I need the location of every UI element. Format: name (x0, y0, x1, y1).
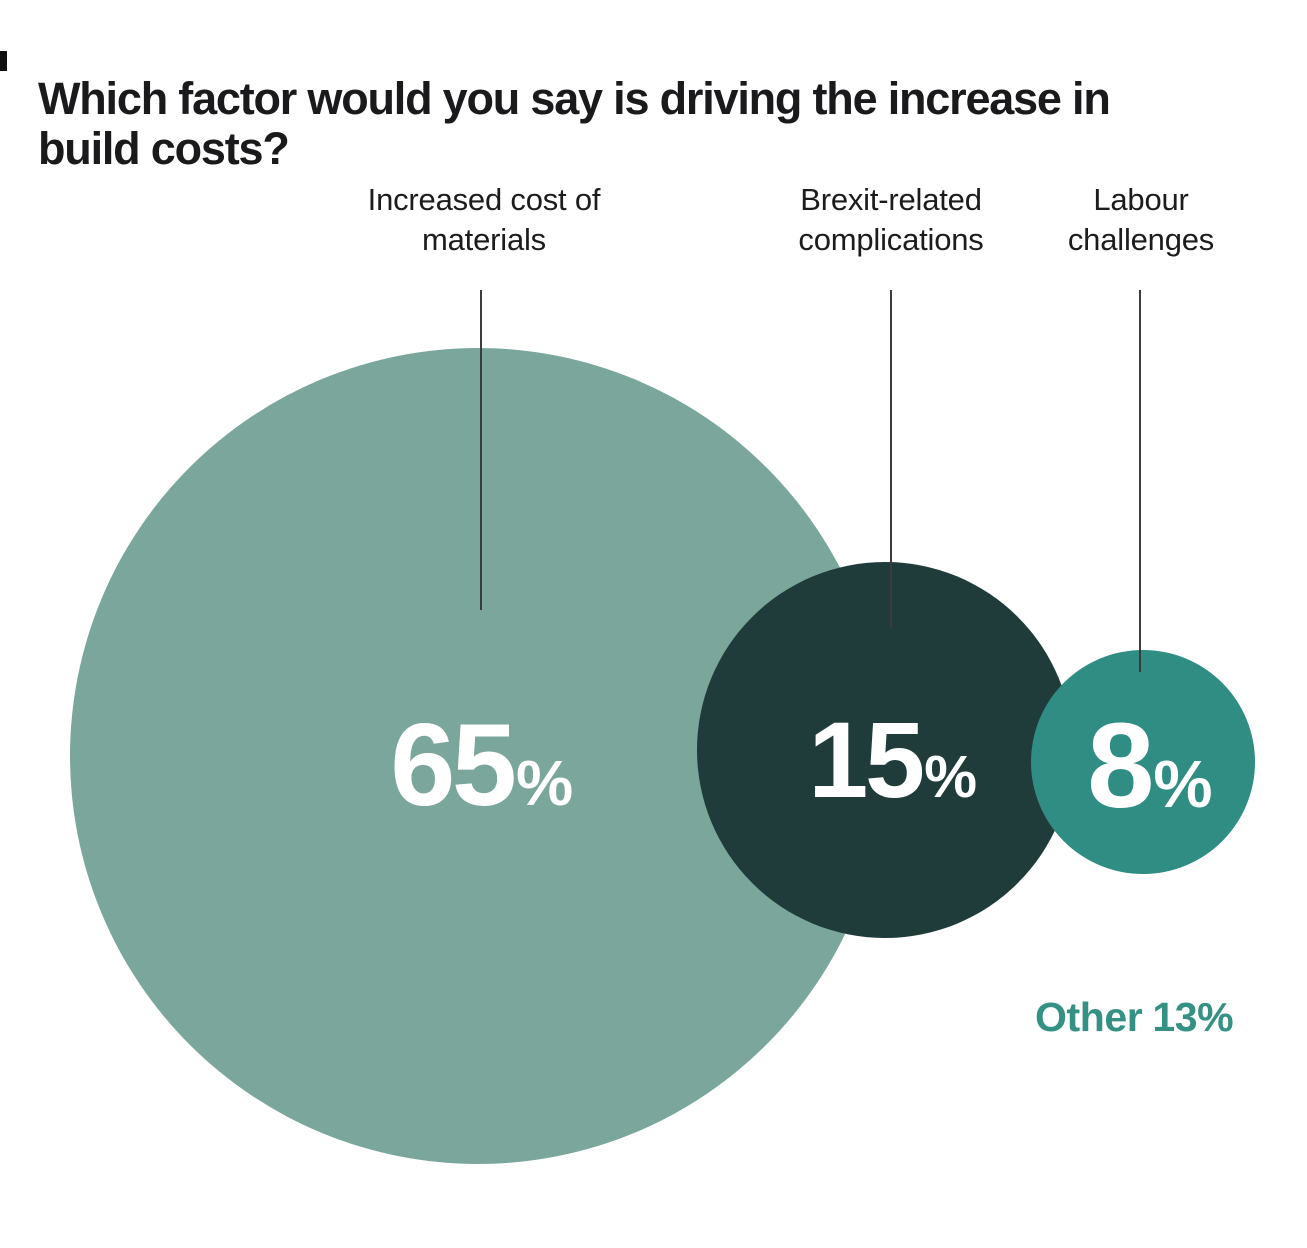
label-line: materials (422, 222, 546, 257)
percent-sign: % (1153, 747, 1212, 822)
percent-sign: % (924, 743, 977, 810)
bubble-brexit-related-complications: 15% (697, 562, 1073, 938)
label-labour-challenges: Labour challenges (941, 180, 1307, 260)
value-number: 65 (390, 698, 517, 830)
label-line: Brexit-related (800, 182, 982, 217)
bubble-value: 8% (1087, 704, 1212, 826)
leader-line-labour (1139, 290, 1141, 672)
percent-sign: % (515, 746, 573, 819)
other-word: Other (1035, 994, 1143, 1040)
bubble-value: 15% (808, 706, 977, 814)
label-line: Labour (1093, 182, 1189, 217)
leader-line-brexit (890, 290, 892, 628)
value-number: 15 (808, 699, 925, 820)
other-value: 13% (1152, 994, 1234, 1040)
label-line: challenges (1067, 222, 1215, 257)
bubble-value: 65% (390, 706, 573, 823)
label-line: complications (798, 222, 984, 257)
leader-line-materials (480, 290, 482, 610)
label-increased-cost-of-materials: Increased cost of materials (284, 180, 684, 260)
other-category-label: Other 13% (1035, 994, 1234, 1040)
chart-title: Which factor would you say is driving th… (38, 73, 1111, 174)
label-line: Increased cost of (367, 182, 601, 217)
corner-mark (0, 51, 7, 71)
label-brexit-related-complications: Brexit-related complications (691, 180, 1091, 260)
bubble-labour-challenges: 8% (1031, 650, 1255, 874)
value-number: 8 (1087, 696, 1154, 833)
